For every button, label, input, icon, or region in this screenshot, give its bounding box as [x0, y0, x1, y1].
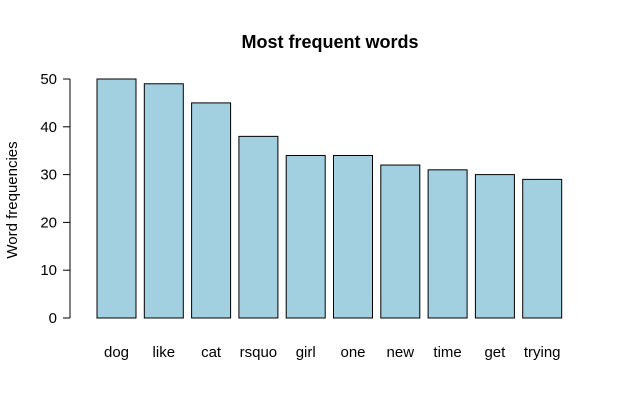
x-tick-label: trying [524, 344, 561, 361]
y-tick-label: 0 [49, 310, 57, 327]
bar-new [380, 164, 421, 319]
bar-rsquo [238, 135, 279, 319]
x-tick-label: dog [104, 344, 129, 361]
y-tick-label: 10 [40, 262, 57, 279]
bar-trying [522, 178, 563, 319]
bar-cat [191, 102, 232, 319]
bar-girl [285, 154, 326, 319]
bar-time [427, 169, 468, 319]
x-tick-label: get [484, 344, 506, 361]
bar-get [474, 174, 515, 319]
x-tick-label: like [153, 344, 176, 361]
x-tick-label: cat [201, 344, 222, 361]
x-tick-label: new [387, 344, 415, 361]
y-tick-label: 20 [40, 214, 57, 231]
x-tick-label: rsquo [240, 344, 278, 361]
bar-one [333, 154, 373, 319]
category-labels: dog like cat rsquo girl one new time get trying [104, 344, 561, 361]
y-tick-label: 40 [40, 119, 57, 136]
bar-like [143, 83, 184, 319]
chart-title: Most frequent words [241, 32, 418, 52]
bar-dog [96, 78, 137, 319]
bars-group [96, 78, 563, 319]
y-tick-label: 50 [40, 71, 57, 88]
x-tick-label: one [340, 344, 365, 361]
x-tick-label: girl [296, 344, 316, 361]
x-tick-label: time [433, 344, 461, 361]
y-axis-label: Word frequencies [4, 141, 21, 258]
y-axis: 0 10 20 30 40 50 [40, 71, 71, 327]
y-tick-label: 30 [40, 167, 57, 184]
